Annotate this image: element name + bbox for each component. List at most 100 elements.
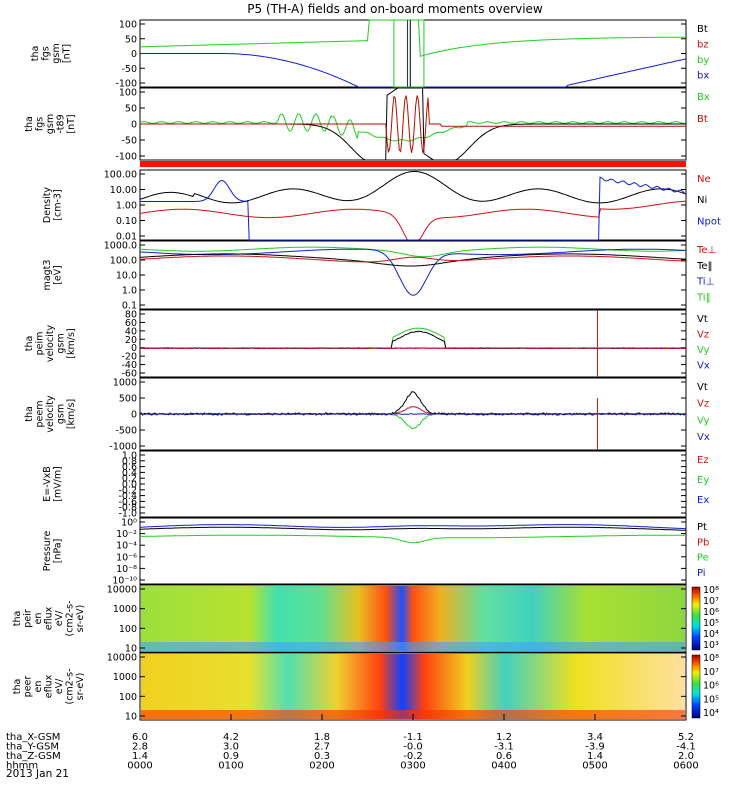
status-bar [140,161,686,167]
legend-ti‖: Ti‖ [696,292,711,303]
y-axis-label: eV/ [54,678,65,694]
legend-ni: Ni [697,195,707,206]
y-tick-label: 0.8 [122,456,137,467]
y-tick-label: 0.2 [122,474,137,485]
y-tick-label: 10.0 [116,271,137,282]
ephemeris-value: -0.0 [403,742,423,753]
spectrogram-low-energy-band [141,642,685,651]
trace-npot [140,176,687,241]
y-axis-label: eV/ [54,610,65,626]
ephemeris-row-label: hhmm [6,761,38,772]
y-tick-label: -60 [121,369,137,380]
y-tick-label: 50 [125,34,137,45]
legend-ez: Ez [697,455,709,466]
y-tick-label: -500 [115,426,137,437]
y-tick-label: 1.0 [122,286,137,297]
trace-ti-par [139,246,687,258]
y-axis-label: en [33,681,44,693]
ephemeris-value: 0600 [673,761,698,772]
panel-fgs_t89: 100 50 0 -50 -100 tha fgs gsm -t89 [nT] Bx Bt [24,87,710,167]
panel-temperature: 1000.0 100.0 10.0 1.0 0.1 magt3 [eV] Te⊥ Te‖ Ti⊥ T… [42,240,716,312]
panel-fgs: 100 50 0 -50 -100 tha fgs gsm [nT] Bt bz by bx [30,19,709,90]
colorbar-tick-label: 10⁴ [703,629,719,640]
ephemeris-value: -3.9 [585,742,605,753]
y-axis-label: peim [35,332,46,356]
colorbar-tick-label: 10⁷ [703,667,719,678]
y-tick-label: 0 [131,343,137,354]
spectrogram [141,586,685,651]
legend-ey: Ey [697,475,709,486]
y-axis-label: (cm2-s- [65,668,76,704]
panel-frame [139,240,687,310]
y-tick-label: 1000 [113,672,137,683]
trace-pe [139,534,686,544]
legend-vz: Vz [697,330,709,341]
panel-efield: 1.00.80.60.40.20.0-0.2-0.4-0.6-0.8-1.0 E=… [42,450,709,520]
ephemeris-value: 2.0 [678,751,694,762]
legend-by: by [697,55,709,66]
y-tick-label: -0.2 [118,485,137,496]
y-tick-label: 1000 [113,604,137,615]
y-axis-label: -t89 [56,114,67,133]
ephemeris-value: 6.0 [132,732,148,743]
ephemeris-value: 1.4 [587,751,603,762]
y-axis-label: [nT] [66,114,77,133]
legend-ti⊥: Ti⊥ [696,277,714,288]
colorbar [691,586,701,651]
y-tick-label: -0.4 [118,491,137,502]
y-tick-label: 0.4 [122,468,137,479]
y-tick-label: 0.6 [122,462,137,473]
legend-bt: Bt [697,114,708,125]
y-tick-label: 10.00 [110,185,137,196]
ephemeris-value: 1.8 [314,732,330,743]
trace-te-par [139,253,687,267]
trace-ni [139,170,687,204]
ephemeris-value: 3.0 [223,742,239,753]
ephemeris-value: 0500 [582,761,607,772]
colorbar [691,654,701,719]
y-tick-label: 0 [131,49,137,60]
ephemeris-value: 0.6 [496,751,512,762]
y-tick-label: 10⁻⁸ [116,564,137,575]
y-axis-label: [nT] [62,44,73,63]
legend-bx: Bx [697,92,710,103]
y-axis-label: gsm [51,43,62,63]
y-axis-label: velocity [45,325,56,363]
y-axis-label: Pressure [42,531,53,572]
colorbar-tick-label: 10⁸ [703,585,719,596]
y-tick-label: -20 [121,352,137,363]
y-axis-label: fgs [35,117,46,131]
y-tick-label: -40 [121,360,137,371]
legend-pi: Pi [697,568,706,579]
y-tick-label: 60 [125,318,137,329]
y-tick-label: 1000.0 [104,241,137,252]
ephemeris-value: -4.1 [676,742,696,753]
y-axis-label: peer [23,676,34,698]
legend-ne: Ne [697,174,711,185]
y-axis-label: [nPa] [53,539,64,564]
trace-bt [140,95,686,154]
ephemeris-value: 0000 [127,761,152,772]
y-axis-label: [mV/m] [53,466,64,502]
colorbar-tick-label: 10⁶ [703,681,719,692]
y-axis-label: peem [35,401,46,428]
y-tick-label: 10000 [107,653,137,664]
ephemeris-table: tha_X-GSM 6.0 4.2 1.8 -1.1 1.2 3.4 5.2 tha_Y-GSM… [6,732,699,772]
legend-npot: Npot [697,216,721,227]
ephemeris-value: 0300 [400,761,425,772]
panel-frame [139,309,687,378]
y-tick-label: 100 [119,88,137,99]
ephemeris-value: -1.1 [403,732,423,743]
y-tick-label: -1000 [109,442,137,453]
y-tick-label: 100 [119,692,137,703]
colorbar-tick-label: 10⁶ [703,607,719,618]
trace-vx [139,413,687,415]
y-axis-label: tha [30,46,41,62]
y-axis-label: magt3 [42,260,53,291]
y-axis-label: [eV] [53,265,64,285]
y-tick-label: 10 [125,644,137,655]
y-tick-label: 20 [125,335,137,346]
y-axis-label: peir [23,609,34,628]
figure-title: P5 (TH-A) fields and on-board moments ov… [247,2,543,16]
